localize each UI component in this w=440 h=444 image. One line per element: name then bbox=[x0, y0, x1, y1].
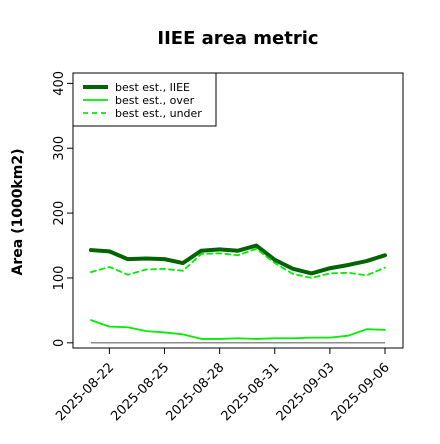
y-tick-label: 300 bbox=[52, 136, 67, 161]
legend-label-2: best est., under bbox=[115, 107, 202, 120]
series-line-2 bbox=[90, 247, 386, 279]
y-axis: 0 100 200 300 400 bbox=[52, 71, 73, 347]
y-tick-label: 200 bbox=[52, 201, 67, 226]
y-axis-label: Area (1000km2) bbox=[10, 149, 26, 276]
x-tick-label: 2025-08-22 bbox=[53, 360, 117, 424]
legend-label-0: best est., IIEE bbox=[115, 81, 190, 94]
plot-area-frame bbox=[72, 72, 404, 349]
y-tick-label: 100 bbox=[52, 266, 67, 291]
legend-label-1: best est., over bbox=[115, 94, 195, 107]
x-tick-label: 2025-09-03 bbox=[274, 360, 338, 424]
x-tick-label: 2025-08-25 bbox=[108, 360, 172, 424]
y-tick-label: 400 bbox=[52, 71, 67, 96]
x-tick-label: 2025-09-06 bbox=[329, 360, 393, 424]
x-tick-label: 2025-08-28 bbox=[163, 360, 227, 424]
y-tick-label: 0 bbox=[52, 339, 67, 347]
x-axis: 2025-08-222025-08-252025-08-282025-08-31… bbox=[53, 348, 393, 424]
series-layer bbox=[89, 243, 387, 344]
chart-title: IIEE area metric bbox=[157, 28, 318, 49]
series-line-0 bbox=[89, 243, 387, 276]
series-line-1 bbox=[90, 319, 386, 340]
x-tick-label: 2025-08-31 bbox=[219, 360, 283, 424]
